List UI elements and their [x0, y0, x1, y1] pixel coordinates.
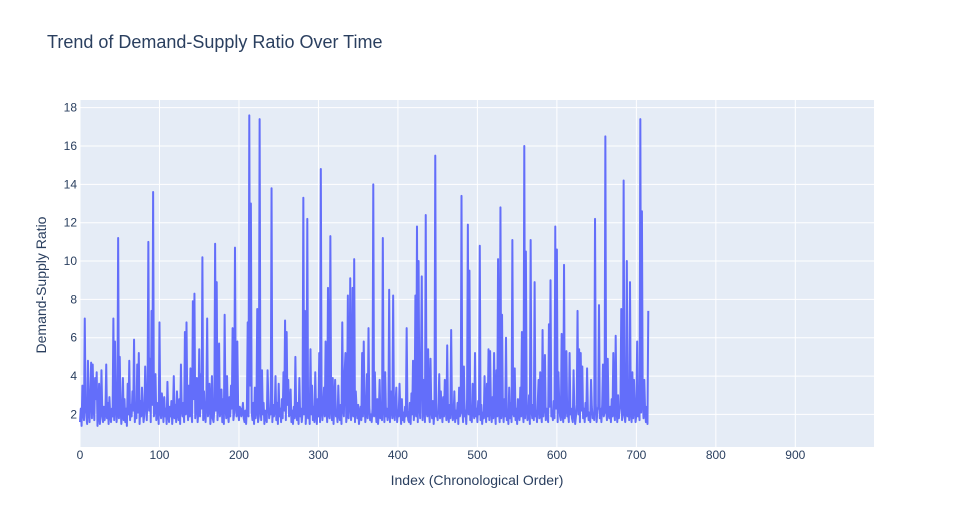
y-tick-label: 14: [64, 177, 78, 191]
y-tick-label: 10: [64, 254, 78, 268]
x-tick-label: 500: [467, 448, 487, 462]
y-tick-label: 2: [70, 407, 77, 421]
x-tick-label: 100: [149, 448, 169, 462]
x-tick-label: 600: [547, 448, 567, 462]
x-tick-label: 400: [388, 448, 408, 462]
x-tick-label: 200: [229, 448, 249, 462]
x-axis-title: Index (Chronological Order): [390, 472, 564, 488]
series-line[interactable]: [79, 114, 650, 427]
x-tick-label: 900: [785, 448, 805, 462]
y-tick-label: 8: [70, 292, 77, 306]
y-tick-label: 16: [64, 139, 78, 153]
y-tick-label: 18: [64, 101, 78, 115]
x-tick-label: 700: [626, 448, 646, 462]
x-tick-label: 300: [308, 448, 328, 462]
x-axis-ticks: 0 100 200 300 400 500 600 700 800 900: [77, 448, 806, 462]
chart-title: Trend of Demand-Supply Ratio Over Time: [47, 32, 383, 52]
x-tick-label: 800: [706, 448, 726, 462]
line-series[interactable]: [79, 114, 650, 427]
y-tick-label: 6: [70, 331, 77, 345]
y-tick-label: 4: [70, 369, 77, 383]
y-tick-label: 12: [64, 216, 78, 230]
x-tick-label: 0: [77, 448, 84, 462]
y-axis-ticks: 2 4 6 8 10 12 14 16 18: [64, 101, 78, 422]
